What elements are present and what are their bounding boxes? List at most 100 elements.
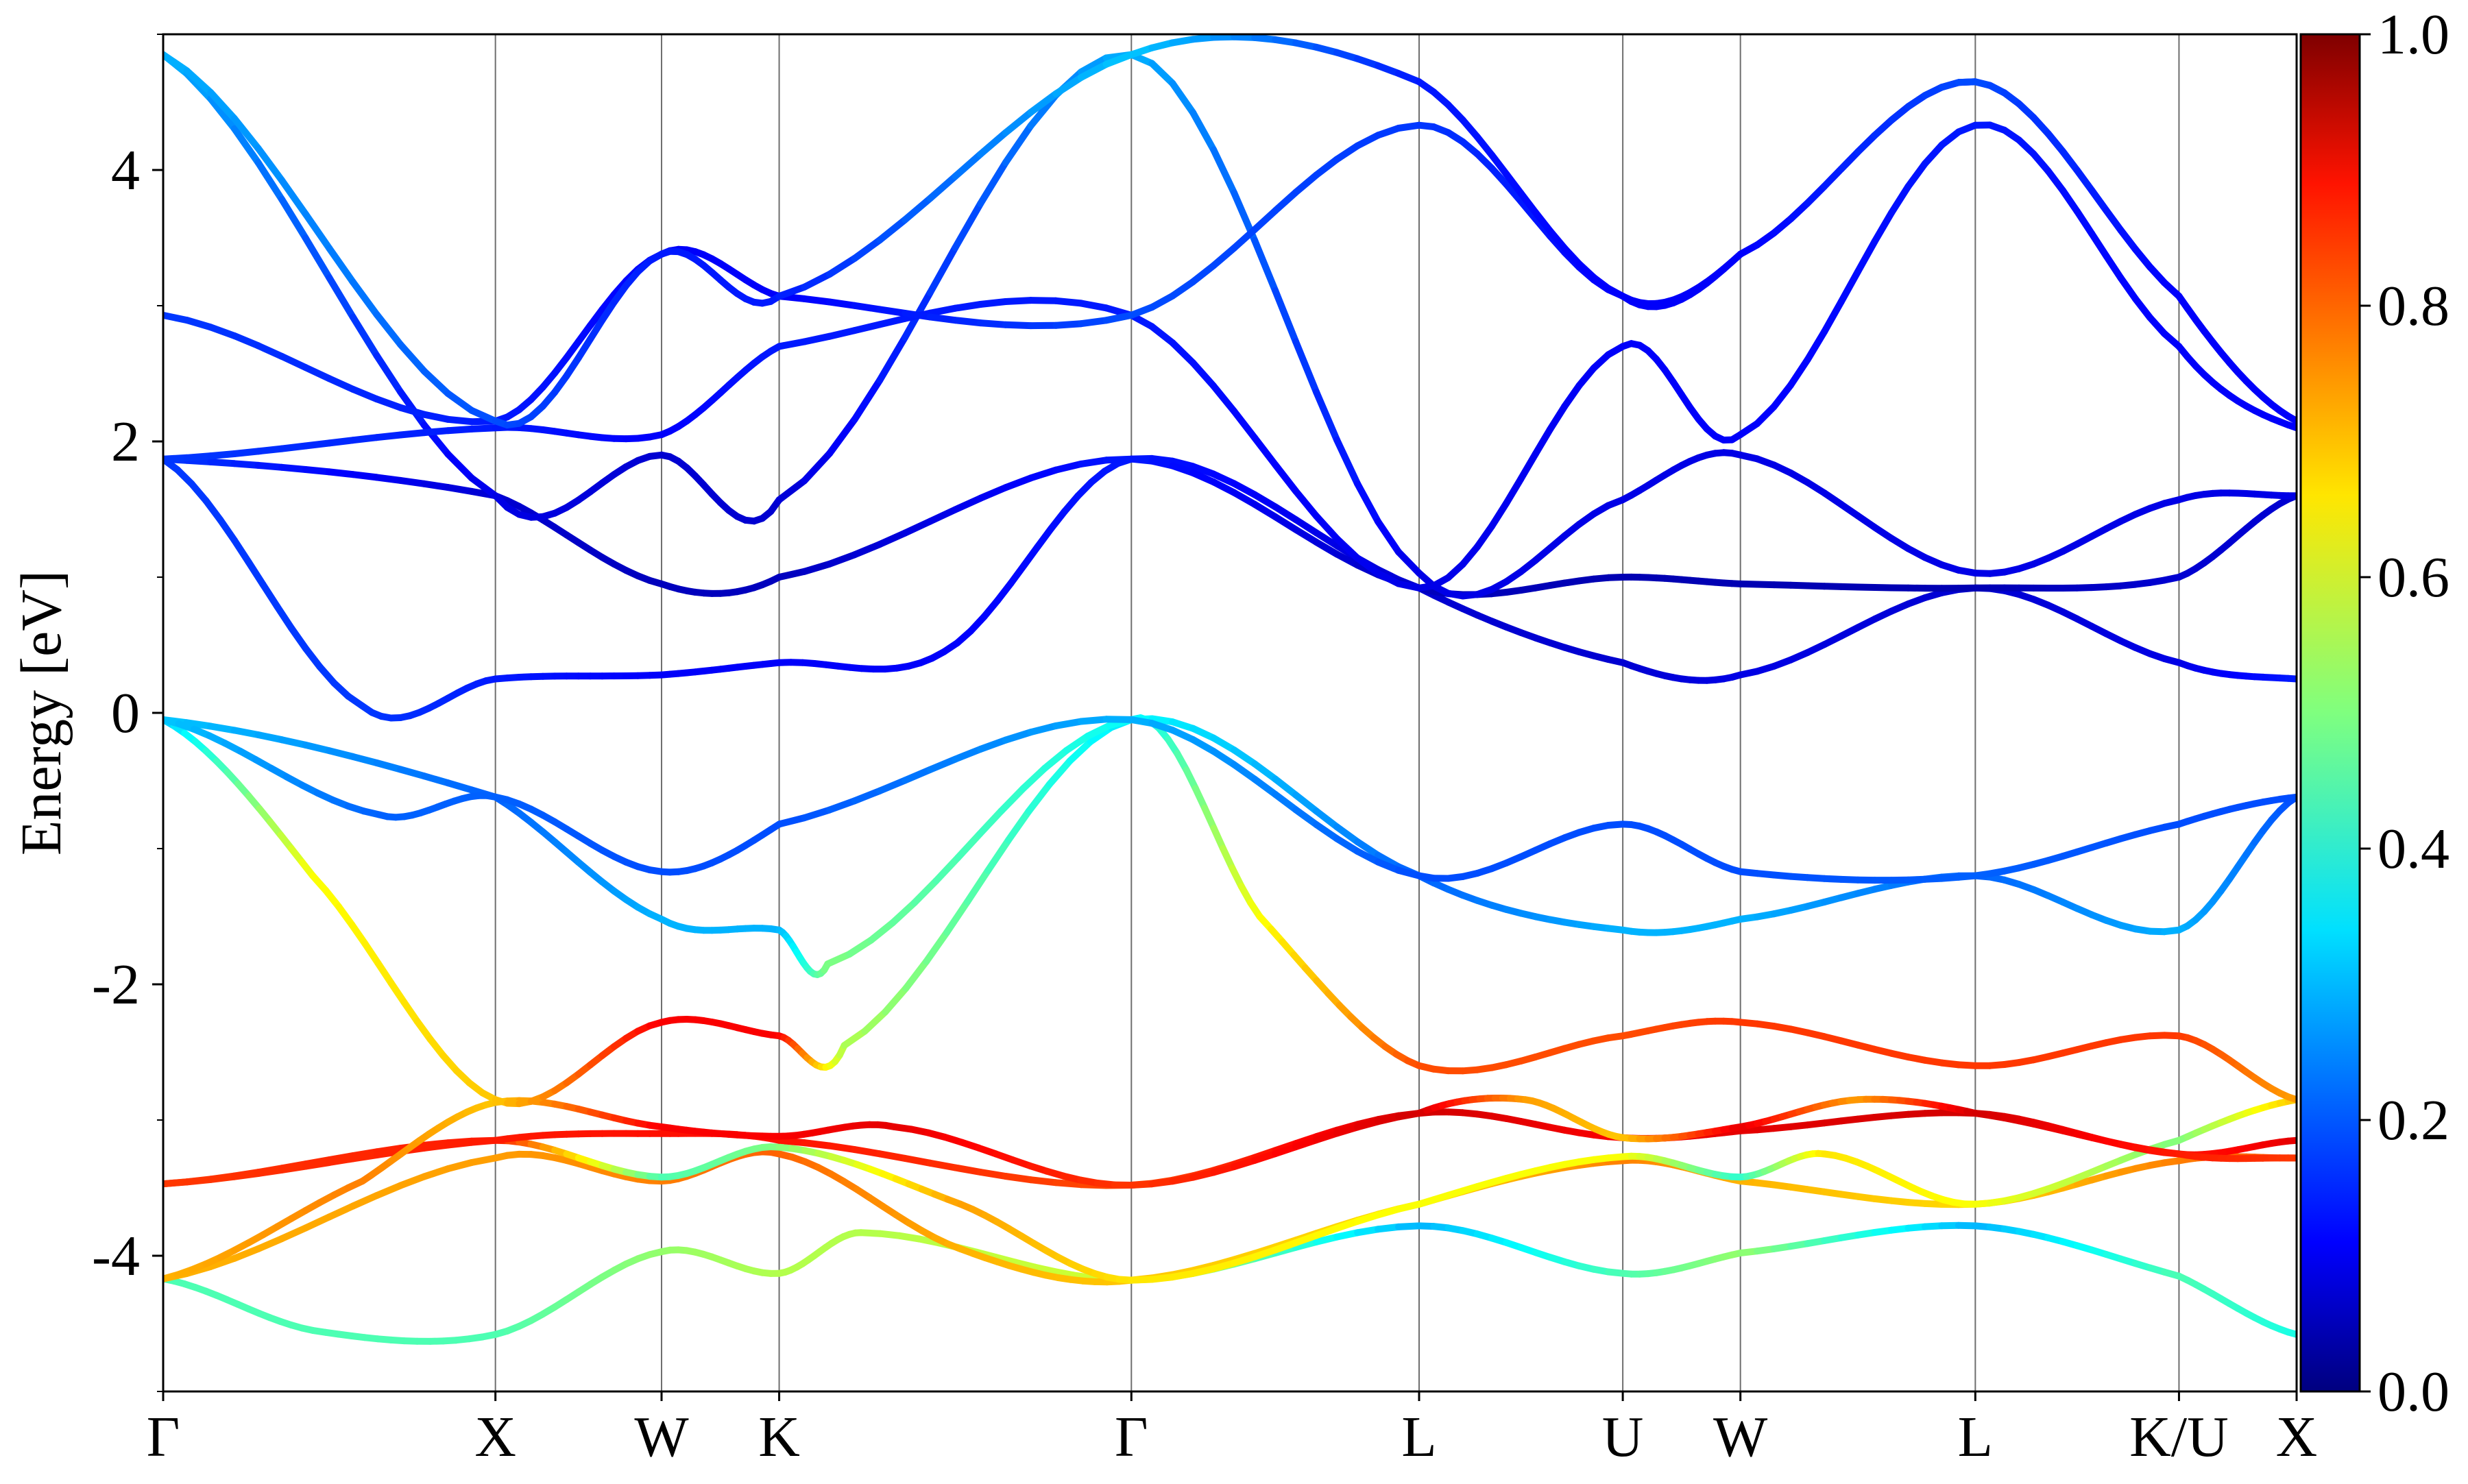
x-tick-label: Γ	[147, 1405, 180, 1469]
x-tick-label: K	[758, 1405, 800, 1469]
band-segment	[1774, 385, 1791, 407]
band-segment	[855, 324, 880, 330]
band-segment	[448, 419, 472, 422]
band-segment	[1477, 526, 1492, 547]
band-segment	[353, 282, 377, 315]
band-segment	[377, 315, 401, 345]
band-segment	[448, 487, 472, 491]
band-segment	[282, 1167, 306, 1170]
colorbar-tick-label: 0.8	[2378, 274, 2449, 338]
x-tick-label: W	[634, 1405, 689, 1469]
band-segment	[210, 327, 234, 336]
band-segment	[880, 1154, 905, 1158]
band-segment	[2288, 416, 2297, 421]
band-segment	[845, 1031, 865, 1045]
band-segment	[1193, 740, 1213, 751]
band-segment	[1002, 789, 1024, 811]
band-segment	[1891, 186, 1908, 212]
band-segment	[282, 446, 306, 449]
band-segment	[1337, 146, 1357, 160]
band-segment	[400, 408, 424, 415]
band-segment	[353, 757, 377, 763]
band-line	[163, 1112, 2297, 1185]
band-segment	[1908, 164, 1925, 186]
band-segment	[930, 510, 956, 522]
band-segment	[980, 487, 1006, 498]
band-segment	[980, 1172, 1006, 1176]
y-tick-label: 0	[111, 681, 140, 745]
band-segment	[1378, 522, 1399, 552]
band-segment	[779, 342, 805, 347]
band-segment	[880, 220, 905, 241]
band-segment	[1056, 464, 1081, 470]
band-segment	[1841, 152, 1859, 169]
band-segment	[1234, 765, 1255, 779]
band-segment	[210, 727, 234, 731]
band-segment	[329, 751, 353, 757]
band-segment	[1357, 484, 1378, 522]
band-segment	[1316, 159, 1337, 175]
band-segment	[1399, 552, 1419, 573]
band-segment	[1564, 386, 1579, 406]
band-segment	[936, 857, 958, 881]
band-segment	[210, 454, 234, 456]
band-segment	[804, 564, 830, 572]
band-segment	[804, 810, 830, 818]
band-lines	[163, 37, 2297, 1341]
band-segment	[1757, 406, 1774, 424]
band-segment	[830, 302, 855, 306]
band-segment	[377, 399, 401, 408]
band-segment	[1234, 411, 1255, 438]
band-segment	[258, 449, 282, 452]
band-segment	[1152, 326, 1172, 343]
band-segment	[1031, 1180, 1056, 1182]
band-segment	[353, 437, 377, 440]
band-segment	[1031, 726, 1056, 732]
band-segment	[779, 481, 805, 500]
x-tick-label: W	[1713, 1405, 1768, 1469]
band-segment	[905, 1158, 930, 1163]
colorbar-tick-label: 0.6	[2378, 546, 2449, 609]
y-tick-label: -2	[92, 953, 140, 1017]
band-segment	[353, 474, 377, 477]
band-segment	[1296, 491, 1316, 516]
band-segment	[1056, 722, 1081, 726]
band-segment	[472, 1158, 496, 1163]
band-segment	[258, 1170, 282, 1173]
band-segment	[353, 1155, 377, 1158]
band-segment	[1255, 438, 1275, 465]
band-segment	[1193, 266, 1213, 282]
colorbar-tick-label: 0.4	[2378, 817, 2449, 881]
band-segment	[1275, 193, 1296, 211]
band-line	[163, 1099, 2297, 1280]
band-segment	[2077, 211, 2092, 233]
band-line	[163, 125, 2297, 587]
band-segment	[2288, 797, 2297, 799]
band-segment	[234, 540, 249, 562]
band-segment	[1506, 478, 1521, 503]
band-segment	[377, 763, 401, 770]
band-segment	[804, 337, 830, 342]
band-segment	[967, 871, 988, 901]
band-segment	[871, 923, 893, 940]
band-segment	[2136, 250, 2150, 267]
band-segment	[1006, 732, 1031, 740]
band-segment	[400, 481, 424, 484]
band-segment	[234, 451, 258, 454]
band-segment	[915, 881, 936, 903]
band-segment	[404, 1002, 417, 1021]
plot-frame	[163, 34, 2297, 1391]
band-segment	[880, 337, 905, 380]
band-segment	[1213, 751, 1234, 765]
band-segment	[2136, 299, 2150, 317]
band-segment	[930, 176, 956, 198]
band-segment	[424, 1145, 448, 1148]
band-segment	[1275, 291, 1296, 342]
band-segment	[779, 1141, 805, 1143]
band-segment	[258, 735, 282, 740]
band-segment	[234, 1173, 258, 1177]
band-segment	[329, 472, 353, 474]
band-segment	[1031, 300, 1056, 301]
